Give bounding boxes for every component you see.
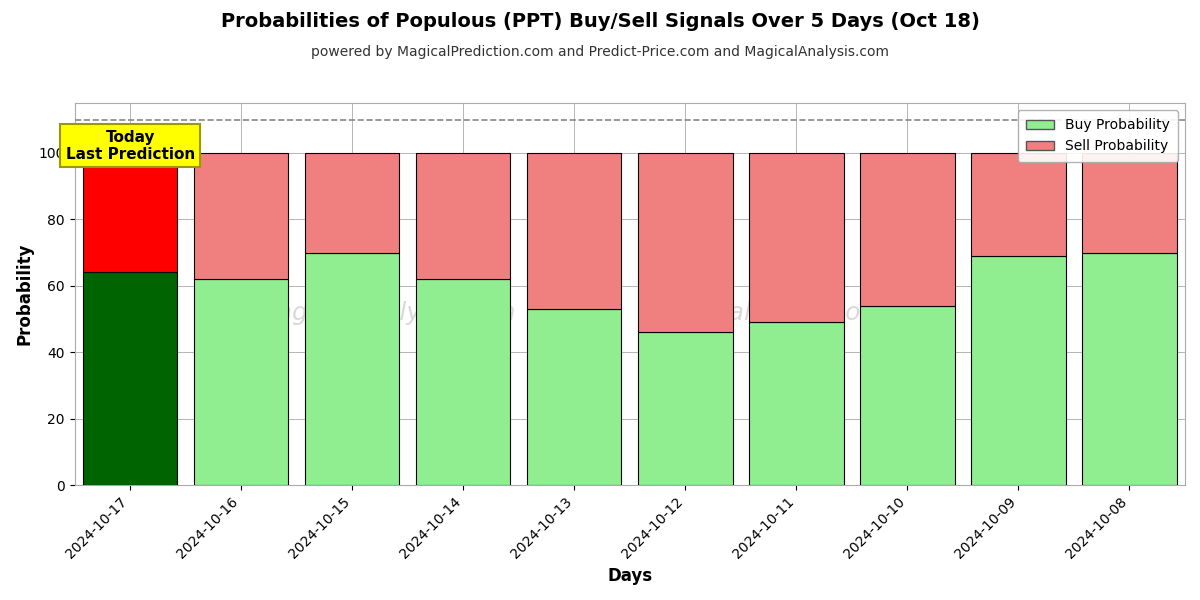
Y-axis label: Probability: Probability [16,243,34,346]
X-axis label: Days: Days [607,567,653,585]
Bar [1082,153,1177,253]
Bar [749,322,844,485]
Bar [305,253,400,485]
Bar [416,153,510,279]
Bar [749,153,844,322]
Text: MagicalPrediction.com: MagicalPrediction.com [655,301,937,325]
Text: powered by MagicalPrediction.com and Predict-Price.com and MagicalAnalysis.com: powered by MagicalPrediction.com and Pre… [311,45,889,59]
Bar [1082,253,1177,485]
Bar [305,153,400,253]
Bar [971,256,1066,485]
Text: Today
Last Prediction: Today Last Prediction [66,130,194,162]
Bar [860,306,955,485]
Bar [860,153,955,306]
Bar [638,153,732,332]
Bar [194,279,288,485]
Text: MagicalAnalysis.com: MagicalAnalysis.com [256,301,516,325]
Bar [527,309,622,485]
Text: Probabilities of Populous (PPT) Buy/Sell Signals Over 5 Days (Oct 18): Probabilities of Populous (PPT) Buy/Sell… [221,12,979,31]
Bar [416,279,510,485]
Bar [971,153,1066,256]
Legend: Buy Probability, Sell Probability: Buy Probability, Sell Probability [1018,110,1178,161]
Bar [638,332,732,485]
Bar [527,153,622,309]
Bar [83,272,178,485]
Bar [194,153,288,279]
Bar [83,153,178,272]
